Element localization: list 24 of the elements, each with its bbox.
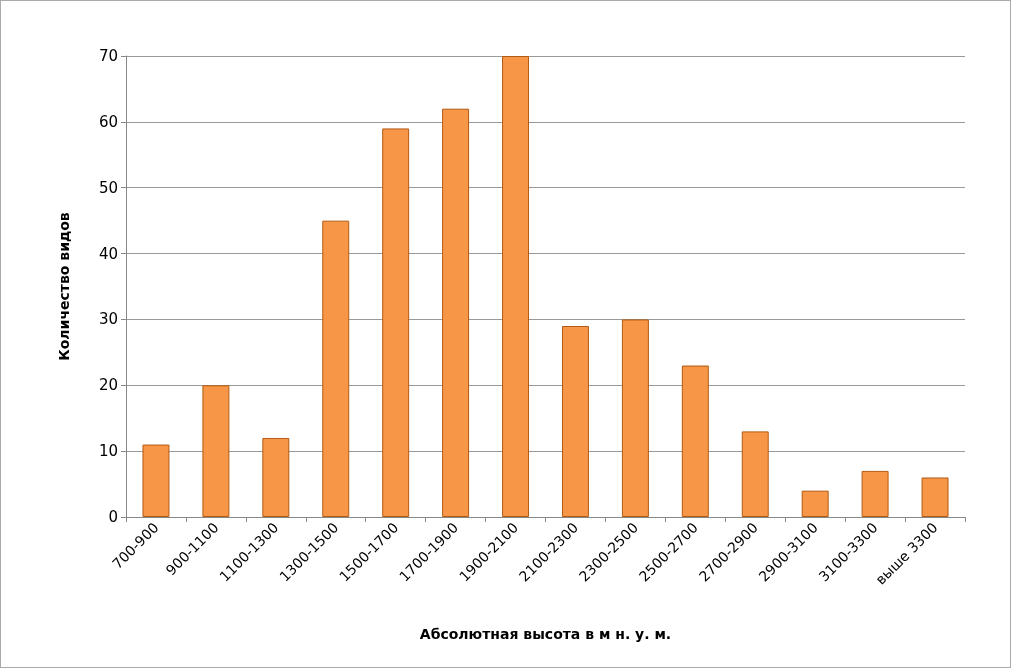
y-axis-title: Количество видов (56, 212, 72, 361)
y-tick-label: 60 (98, 112, 118, 131)
bar (801, 490, 829, 517)
bar (681, 365, 709, 517)
y-tick-label: 50 (98, 178, 118, 197)
bar (322, 220, 350, 517)
bar (741, 431, 769, 517)
bar (861, 470, 889, 517)
y-tick-label: 70 (98, 47, 118, 65)
bar (921, 477, 949, 517)
y-tick-label: 40 (98, 244, 118, 263)
y-tick-label: 10 (98, 442, 118, 461)
x-axis-title: Абсолютная высота в м н. у. м. (419, 626, 672, 642)
bar (442, 108, 470, 517)
bar (621, 319, 649, 517)
y-tick-label: 20 (98, 376, 118, 395)
bar (502, 56, 530, 517)
y-tick-label: 0 (108, 508, 118, 526)
bar (202, 385, 230, 517)
bar (262, 437, 290, 517)
bar (142, 444, 170, 517)
y-tick-label: 30 (98, 310, 118, 329)
bar (382, 128, 410, 517)
bar (561, 326, 589, 517)
